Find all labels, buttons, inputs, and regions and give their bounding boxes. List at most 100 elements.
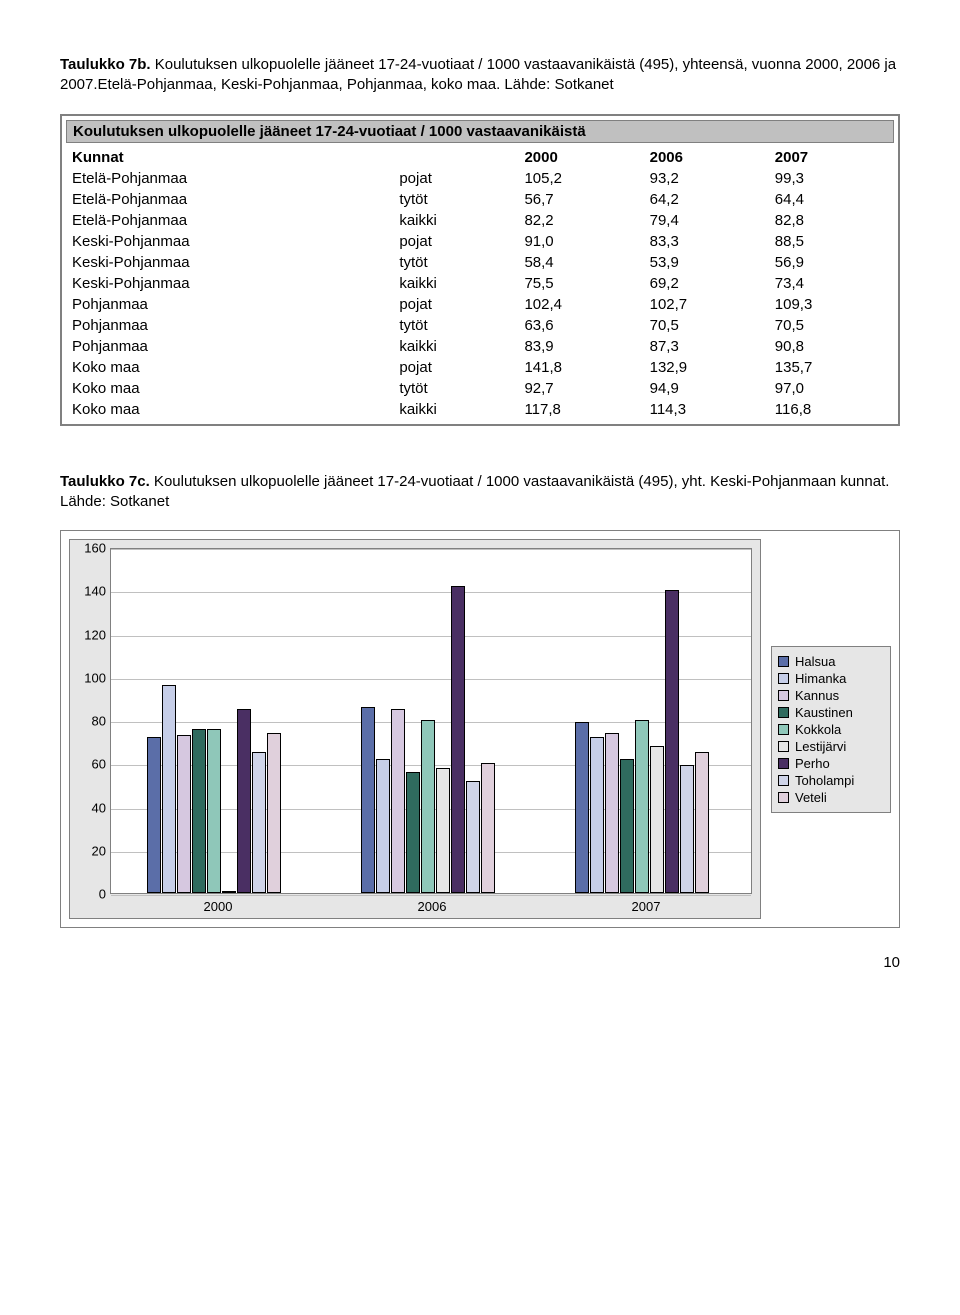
- table-cell: 75,5: [518, 273, 643, 294]
- table-title: Koulutuksen ulkopuolelle jääneet 17-24-v…: [66, 120, 894, 143]
- table-cell: 92,7: [518, 378, 643, 399]
- table-cell: Etelä-Pohjanmaa: [66, 189, 393, 210]
- chart-7c: 020406080100120140160 200020062007 Halsu…: [60, 530, 900, 928]
- legend-item: Himanka: [778, 670, 884, 687]
- table-cell: tytöt: [393, 252, 518, 273]
- table-7b-caption: Taulukko 7b. Koulutuksen ulkopuolelle jä…: [60, 55, 900, 96]
- bar: [481, 763, 495, 893]
- legend-item: Perho: [778, 755, 884, 772]
- table-cell: 82,8: [769, 210, 894, 231]
- legend-item: Halsua: [778, 653, 884, 670]
- y-axis-label: 80: [70, 714, 106, 729]
- legend-label: Lestijärvi: [795, 739, 846, 754]
- table-cell: 135,7: [769, 357, 894, 378]
- table-cell: 58,4: [518, 252, 643, 273]
- table-cell: 56,7: [518, 189, 643, 210]
- table-cell: 79,4: [644, 210, 769, 231]
- legend-label: Perho: [795, 756, 830, 771]
- table-cell: 64,2: [644, 189, 769, 210]
- table-row: Koko maatytöt92,794,997,0: [66, 378, 894, 399]
- table-cell: 83,9: [518, 336, 643, 357]
- bar: [222, 891, 236, 893]
- y-axis-label: 160: [70, 541, 106, 556]
- bar: [421, 720, 435, 893]
- table-cell: tytöt: [393, 189, 518, 210]
- bar: [650, 746, 664, 893]
- table-7c-caption: Taulukko 7c. Koulutuksen ulkopuolelle jä…: [60, 472, 900, 513]
- x-axis-label: 2000: [204, 899, 233, 914]
- table-cell: Pohjanmaa: [66, 294, 393, 315]
- table-cell: 83,3: [644, 231, 769, 252]
- table-row: Pohjanmaakaikki83,987,390,8: [66, 336, 894, 357]
- bar: [192, 729, 206, 893]
- table-cell: 116,8: [769, 399, 894, 420]
- legend-label: Toholampi: [795, 773, 854, 788]
- col-blank: [393, 147, 518, 168]
- gridline: [111, 895, 751, 896]
- bar: [267, 733, 281, 893]
- bar: [436, 768, 450, 893]
- table-cell: pojat: [393, 357, 518, 378]
- table-cell: Keski-Pohjanmaa: [66, 273, 393, 294]
- legend-label: Halsua: [795, 654, 835, 669]
- legend-swatch: [778, 741, 789, 752]
- table-cell: 70,5: [769, 315, 894, 336]
- table-cell: kaikki: [393, 273, 518, 294]
- y-axis-label: 60: [70, 757, 106, 772]
- chart-plot-area: 020406080100120140160 200020062007: [69, 539, 761, 919]
- legend-item: Kannus: [778, 687, 884, 704]
- table-cell: 99,3: [769, 168, 894, 189]
- table-row: Keski-Pohjanmaapojat91,083,388,5: [66, 231, 894, 252]
- bar-group: [575, 590, 709, 893]
- table-cell: Koko maa: [66, 378, 393, 399]
- table-cell: pojat: [393, 231, 518, 252]
- table-cell: 82,2: [518, 210, 643, 231]
- table-cell: 73,4: [769, 273, 894, 294]
- legend-item: Kokkola: [778, 721, 884, 738]
- bar: [451, 586, 465, 893]
- data-table: Kunnat 2000 2006 2007 Etelä-Pohjanmaapoj…: [66, 147, 894, 420]
- y-axis-label: 40: [70, 800, 106, 815]
- table-cell: 93,2: [644, 168, 769, 189]
- table-cell: 102,7: [644, 294, 769, 315]
- table-cell: 88,5: [769, 231, 894, 252]
- legend-swatch: [778, 673, 789, 684]
- legend-label: Kaustinen: [795, 705, 853, 720]
- legend-swatch: [778, 707, 789, 718]
- table-cell: 102,4: [518, 294, 643, 315]
- bar: [575, 722, 589, 893]
- legend-swatch: [778, 775, 789, 786]
- legend-item: Veteli: [778, 789, 884, 806]
- legend-swatch: [778, 656, 789, 667]
- x-axis-label: 2007: [632, 899, 661, 914]
- table-row: Etelä-Pohjanmaapojat105,293,299,3: [66, 168, 894, 189]
- table-cell: 109,3: [769, 294, 894, 315]
- bar: [391, 709, 405, 893]
- bar: [406, 772, 420, 893]
- table-cell: 114,3: [644, 399, 769, 420]
- table-cell: tytöt: [393, 315, 518, 336]
- table-row: Keski-Pohjanmaatytöt58,453,956,9: [66, 252, 894, 273]
- table-cell: Etelä-Pohjanmaa: [66, 168, 393, 189]
- table-row: Etelä-Pohjanmaatytöt56,764,264,4: [66, 189, 894, 210]
- table-cell: Koko maa: [66, 357, 393, 378]
- legend-label: Kokkola: [795, 722, 841, 737]
- x-axis-label: 2006: [418, 899, 447, 914]
- table-cell: pojat: [393, 168, 518, 189]
- caption-text: Koulutuksen ulkopuolelle jääneet 17-24-v…: [60, 56, 896, 93]
- bar: [695, 752, 709, 893]
- legend-label: Himanka: [795, 671, 846, 686]
- legend-swatch: [778, 758, 789, 769]
- table-cell: Pohjanmaa: [66, 336, 393, 357]
- table-cell: Pohjanmaa: [66, 315, 393, 336]
- table-cell: 63,6: [518, 315, 643, 336]
- y-axis-label: 140: [70, 584, 106, 599]
- table-row: Koko maapojat141,8132,9135,7: [66, 357, 894, 378]
- page-number: 10: [60, 954, 900, 971]
- gridline: [111, 549, 751, 550]
- bar: [252, 752, 266, 893]
- bar: [237, 709, 251, 893]
- bar: [177, 735, 191, 893]
- bar: [466, 781, 480, 893]
- bar: [680, 765, 694, 893]
